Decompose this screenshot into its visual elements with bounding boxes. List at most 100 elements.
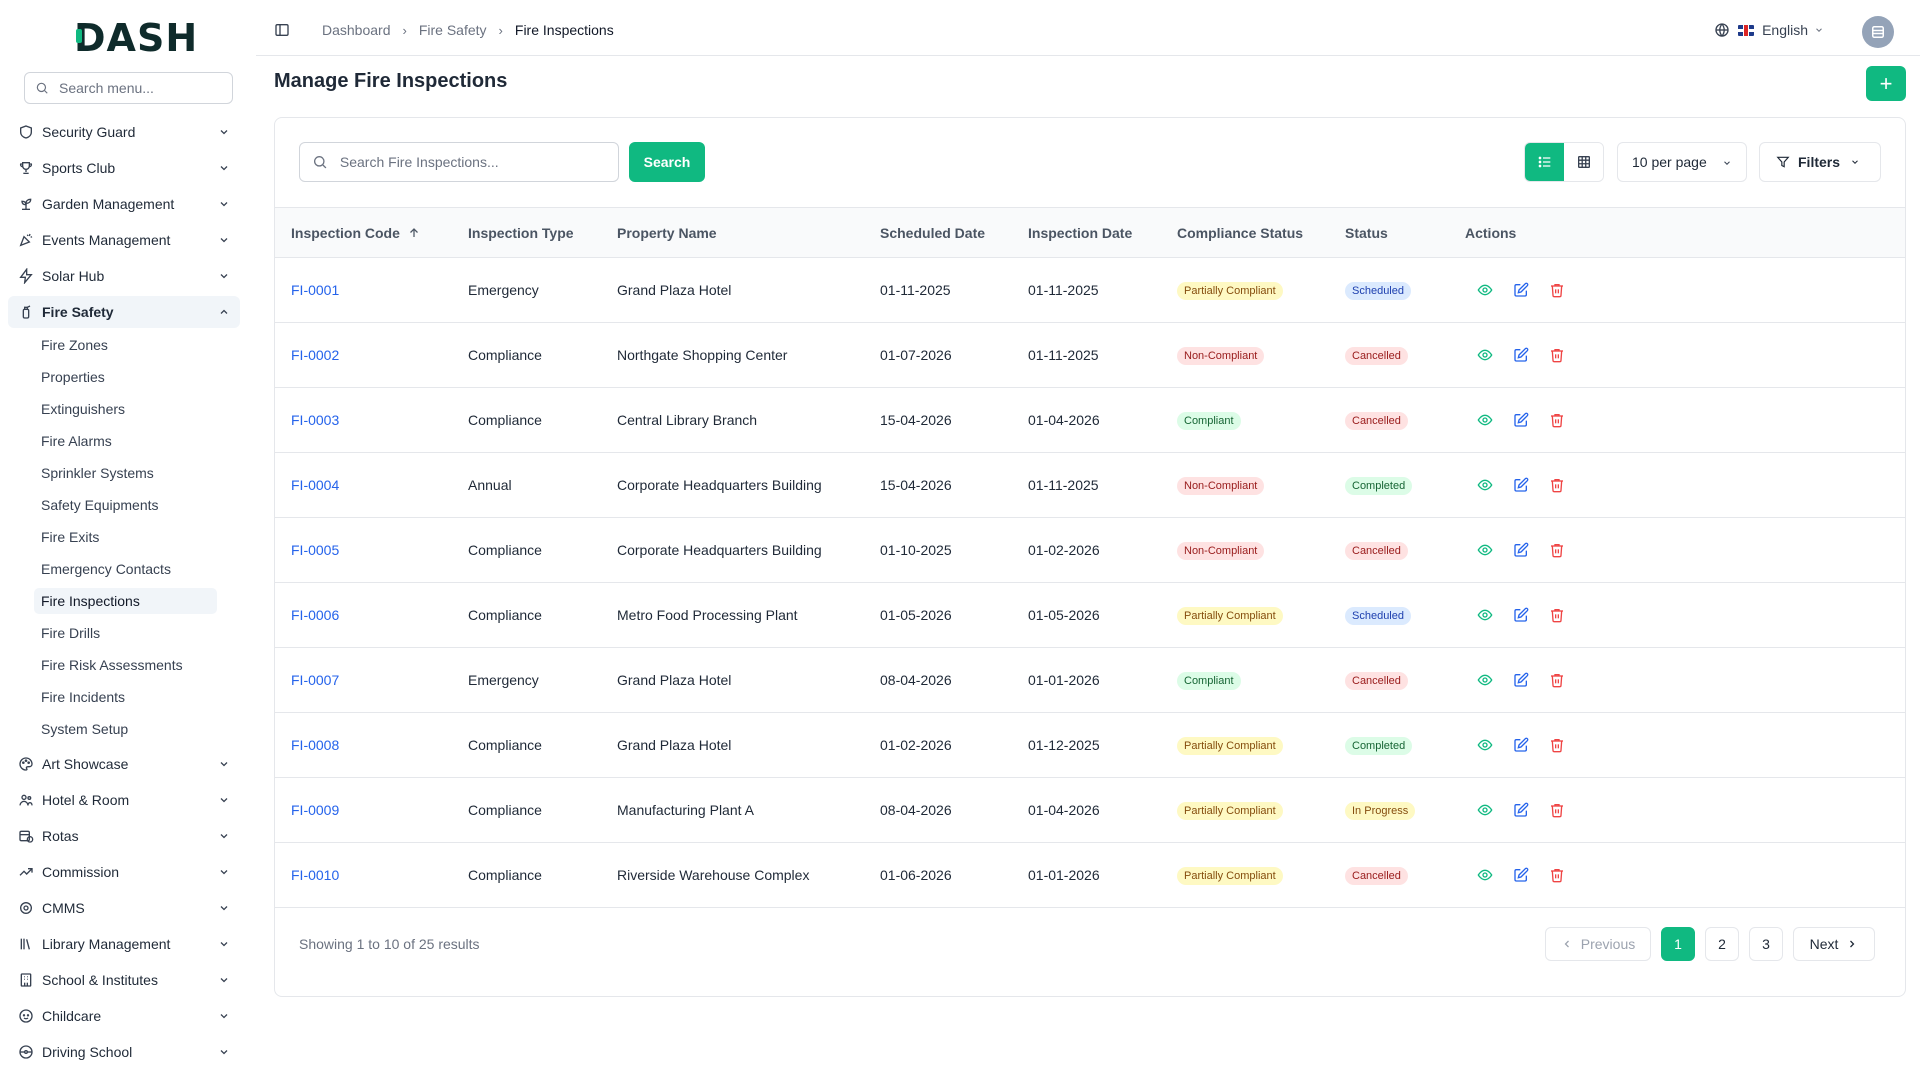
column-header-inspection-date[interactable]: Inspection Date — [1012, 207, 1161, 258]
view-icon[interactable] — [1477, 737, 1493, 753]
table-row[interactable]: FI-0008 Compliance Grand Plaza Hotel 01-02-… — [275, 713, 1905, 778]
table-row[interactable]: FI-0001 Emergency Grand Plaza Hotel 01-11-2… — [275, 258, 1905, 323]
column-header-inspection-type[interactable]: Inspection Type — [452, 207, 601, 258]
list-view-button[interactable] — [1525, 143, 1564, 181]
inspection-code-link[interactable]: FI-0001 — [291, 282, 340, 298]
view-icon[interactable] — [1477, 412, 1493, 428]
sidebar-item-hotel-room[interactable]: Hotel & Room — [8, 784, 240, 816]
view-icon[interactable] — [1477, 867, 1493, 883]
sidebar-item-cmms[interactable]: CMMS — [8, 892, 240, 924]
language-selector[interactable]: English — [1714, 22, 1824, 38]
inspection-code-link[interactable]: FI-0003 — [291, 412, 340, 428]
page-button-2[interactable]: 2 — [1705, 927, 1739, 961]
view-icon[interactable] — [1477, 802, 1493, 818]
delete-icon[interactable] — [1549, 477, 1565, 493]
sidebar-item-rotas[interactable]: Rotas — [8, 820, 240, 852]
sidebar-item-school-institutes[interactable]: School & Institutes — [8, 964, 240, 996]
previous-page-button[interactable]: Previous — [1545, 927, 1651, 961]
sidebar-subitem-fire-risk-assessments[interactable]: Fire Risk Assessments — [41, 657, 183, 673]
view-icon[interactable] — [1477, 542, 1493, 558]
delete-icon[interactable] — [1549, 802, 1565, 818]
search-button[interactable]: Search — [629, 142, 705, 182]
filters-button[interactable]: Filters — [1759, 142, 1881, 182]
delete-icon[interactable] — [1549, 607, 1565, 623]
sidebar-item-sports-club[interactable]: Sports Club — [8, 152, 240, 184]
column-header-property-name[interactable]: Property Name — [601, 207, 864, 258]
delete-icon[interactable] — [1549, 672, 1565, 688]
sidebar-item-childcare[interactable]: Childcare — [8, 1000, 240, 1032]
delete-icon[interactable] — [1549, 347, 1565, 363]
edit-icon[interactable] — [1513, 542, 1529, 558]
inspection-code-link[interactable]: FI-0010 — [291, 867, 340, 883]
table-row[interactable]: FI-0003 Compliance Central Library Branch 1… — [275, 388, 1905, 453]
inspection-code-link[interactable]: FI-0008 — [291, 737, 340, 753]
column-header-status[interactable]: Status — [1329, 207, 1449, 258]
search-input[interactable] — [339, 154, 618, 170]
table-search[interactable] — [299, 142, 619, 182]
edit-icon[interactable] — [1513, 607, 1529, 623]
edit-icon[interactable] — [1513, 477, 1529, 493]
delete-icon[interactable] — [1549, 282, 1565, 298]
delete-icon[interactable] — [1549, 542, 1565, 558]
delete-icon[interactable] — [1549, 867, 1565, 883]
sidebar-item-commission[interactable]: Commission — [8, 856, 240, 888]
sidebar-item-library-management[interactable]: Library Management — [8, 928, 240, 960]
add-inspection-button[interactable]: + — [1866, 66, 1906, 101]
inspection-code-link[interactable]: FI-0006 — [291, 607, 340, 623]
sidebar-item-art-showcase[interactable]: Art Showcase — [8, 748, 240, 780]
sidebar-item-garden-management[interactable]: Garden Management — [8, 188, 240, 220]
view-icon[interactable] — [1477, 607, 1493, 623]
app-logo[interactable]: D ASH — [74, 16, 199, 60]
sidebar-subitem-fire-zones[interactable]: Fire Zones — [41, 337, 108, 353]
view-icon[interactable] — [1477, 282, 1493, 298]
sidebar-item-security-guard[interactable]: Security Guard — [8, 116, 240, 148]
table-row[interactable]: FI-0004 Annual Corporate Headquarters Buil… — [275, 453, 1905, 518]
edit-icon[interactable] — [1513, 672, 1529, 688]
edit-icon[interactable] — [1513, 737, 1529, 753]
sidebar-subitem-fire-exits[interactable]: Fire Exits — [41, 529, 100, 545]
sidebar-subitem-properties[interactable]: Properties — [41, 369, 105, 385]
view-icon[interactable] — [1477, 672, 1493, 688]
table-row[interactable]: FI-0010 Compliance Riverside Warehouse Com… — [275, 843, 1905, 908]
sidebar-subitem-fire-drills[interactable]: Fire Drills — [41, 625, 101, 641]
column-header-inspection-code[interactable]: Inspection Code — [275, 207, 452, 258]
sidebar-subitem-extinguishers[interactable]: Extinguishers — [41, 401, 126, 417]
user-avatar[interactable] — [1862, 16, 1894, 48]
sidebar-subitem-emergency-contacts[interactable]: Emergency Contacts — [41, 561, 171, 577]
sidebar-toggle-icon[interactable] — [274, 22, 290, 38]
sidebar-item-driving-school[interactable]: Driving School — [8, 1036, 240, 1068]
inspection-code-link[interactable]: FI-0009 — [291, 802, 340, 818]
edit-icon[interactable] — [1513, 282, 1529, 298]
view-icon[interactable] — [1477, 347, 1493, 363]
column-header-compliance-status[interactable]: Compliance Status — [1161, 207, 1329, 258]
inspection-code-link[interactable]: FI-0005 — [291, 542, 340, 558]
sidebar-subitem-sprinkler-systems[interactable]: Sprinkler Systems — [41, 465, 154, 481]
breadcrumb-dashboard[interactable]: Dashboard — [322, 22, 391, 38]
edit-icon[interactable] — [1513, 802, 1529, 818]
page-button-3[interactable]: 3 — [1749, 927, 1783, 961]
sidebar-item-fire-safety[interactable]: Fire Safety — [8, 296, 240, 328]
sidebar-item-solar-hub[interactable]: Solar Hub — [8, 260, 240, 292]
sidebar-subitem-fire-incidents[interactable]: Fire Incidents — [41, 689, 126, 705]
sidebar-item-events-management[interactable]: Events Management — [8, 224, 240, 256]
view-icon[interactable] — [1477, 477, 1493, 493]
edit-icon[interactable] — [1513, 412, 1529, 428]
breadcrumb-fire-safety[interactable]: Fire Safety — [418, 22, 487, 38]
table-row[interactable]: FI-0002 Compliance Northgate Shopping Cent… — [275, 323, 1905, 388]
table-row[interactable]: FI-0009 Compliance Manufacturing Plant A 08… — [275, 778, 1905, 843]
sidebar-search[interactable] — [24, 72, 233, 104]
inspection-code-link[interactable]: FI-0004 — [291, 477, 340, 493]
table-row[interactable]: FI-0005 Compliance Corporate Headquarters … — [275, 518, 1905, 583]
inspection-code-link[interactable]: FI-0002 — [291, 347, 340, 363]
delete-icon[interactable] — [1549, 412, 1565, 428]
column-header-scheduled-date[interactable]: Scheduled Date — [864, 207, 1012, 258]
table-row[interactable]: FI-0007 Emergency Grand Plaza Hotel 08-04-2… — [275, 648, 1905, 713]
page-button-1[interactable]: 1 — [1661, 927, 1695, 961]
edit-icon[interactable] — [1513, 867, 1529, 883]
next-page-button[interactable]: Next — [1793, 927, 1875, 961]
sidebar-subitem-safety-equipments[interactable]: Safety Equipments — [41, 497, 159, 513]
table-row[interactable]: FI-0006 Compliance Metro Food Processing P… — [275, 583, 1905, 648]
inspection-code-link[interactable]: FI-0007 — [291, 672, 340, 688]
delete-icon[interactable] — [1549, 737, 1565, 753]
grid-view-button[interactable] — [1564, 143, 1603, 181]
